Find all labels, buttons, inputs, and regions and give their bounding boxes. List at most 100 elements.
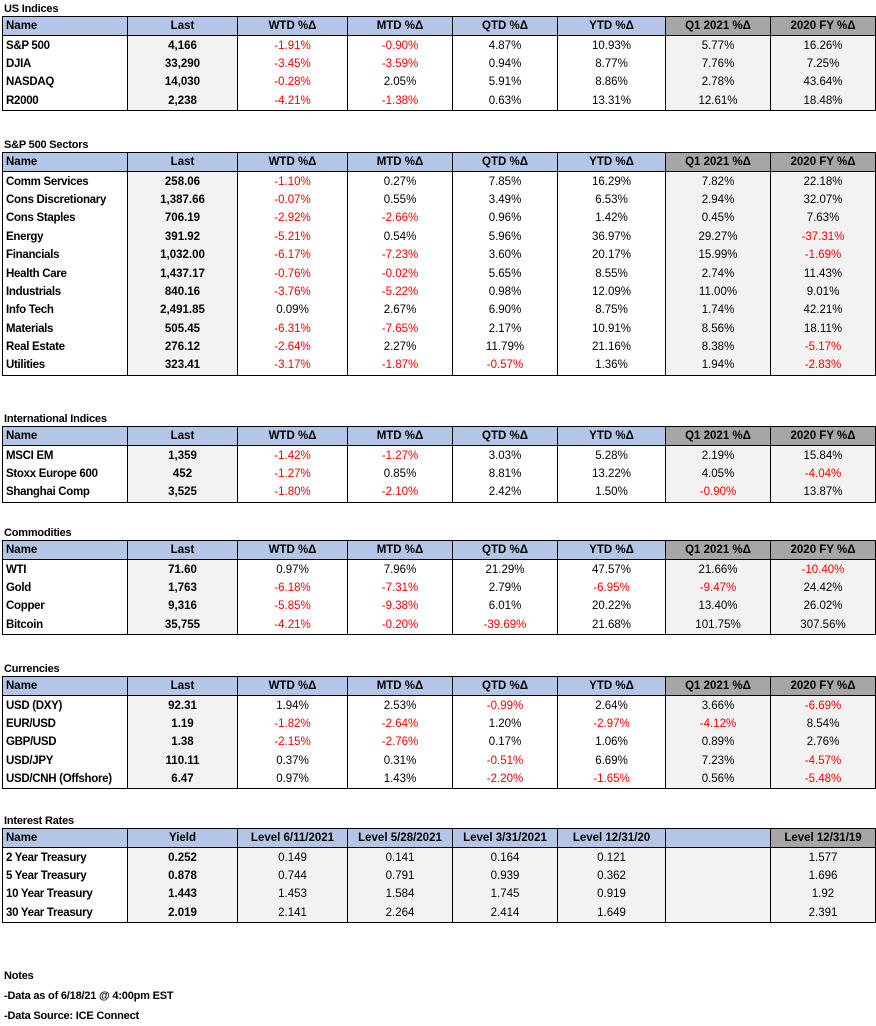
section-s-p-500-sectors: S&P 500 Sectors Name Last WTD %Δ MTD %Δ QTD %… [2,138,876,376]
cell-value: 307.56% [770,615,876,635]
row-name: Comm Services [2,171,128,191]
cell-value: 2.94% [665,190,771,210]
table-row: R2000 2,238 -4.21% -1.38% 0.63% 13.31% 12.61% 1… [2,91,876,111]
table-row: Comm Services 258.06 -1.10% 0.27% 7.85% 16.29… [2,171,876,191]
table-row: Industrials 840.16 -3.76% -5.22% 0.98% 12.09%… [2,282,876,302]
cell-value: 3.03% [452,445,558,465]
cell-value: 21.16% [557,337,666,357]
cell-value: 0.96% [452,209,558,228]
cell-value: 13.31% [557,91,666,111]
cell-value: -0.90% [347,35,453,55]
cell-value: 7.63% [770,209,876,228]
cell-value: -39.69% [452,615,558,635]
cell-value: 2.264 [347,903,453,923]
cell-value: -3.17% [237,356,348,376]
column-header: Q1 2021 %Δ [665,151,771,173]
table-row: Bitcoin 35,755 -4.21% -0.20% -39.69% 21.68% 10… [2,615,876,635]
cell-value: -0.76% [237,264,348,283]
column-header: WTD %Δ [237,15,348,37]
column-header: MTD %Δ [347,151,453,173]
column-header: QTD %Δ [452,15,558,37]
cell-value: -0.20% [347,615,453,635]
cell-value: 1.19 [127,714,238,734]
table-row: Materials 505.45 -6.31% -7.65% 2.17% 10.91% 8.… [2,319,876,338]
section-title: S&P 500 Sectors [4,139,89,151]
column-header: MTD %Δ [347,675,453,697]
cell-value: 0.27% [347,171,453,191]
cell-value: 13.87% [770,483,876,503]
table-row: Cons Staples 706.19 -2.92% -2.66% 0.96% 1.42%… [2,209,876,228]
cell-value: 15.99% [665,245,771,265]
data-table: Name Last WTD %Δ MTD %Δ QTD %Δ YTD %Δ Q1 2021 … [2,539,876,635]
cell-value: 6.69% [557,751,666,770]
cell-value: 323.41 [127,356,238,376]
cell-value: -5.85% [237,597,348,616]
cell-value: 0.121 [557,847,666,867]
row-name: 2 Year Treasury [2,847,128,867]
column-header: 2020 FY %Δ [770,675,876,697]
cell-value: -2.64% [347,714,453,734]
table-row: MSCI EM 1,359 -1.42% -1.27% 3.03% 5.28% 2.19% 1… [2,445,876,465]
cell-value: 8.54% [770,714,876,734]
row-name: Industrials [2,282,128,302]
cell-value: -5.17% [770,337,876,357]
cell-value: 4.87% [452,35,558,55]
cell-value: 0.919 [557,885,666,904]
header-row: Name Last WTD %Δ MTD %Δ QTD %Δ YTD %Δ Q1 2021 … [2,675,876,697]
column-header: Level 12/31/20 [557,827,666,849]
cell-value: 0.98% [452,282,558,302]
column-header: Level 12/31/19 [770,827,876,849]
cell-value: -1.27% [347,445,453,465]
column-header: Name [2,827,128,849]
table-row: EUR/USD 1.19 -1.82% -2.64% 1.20% -2.97% -4.12%… [2,714,876,734]
cell-value: 18.11% [770,319,876,338]
data-table: Name Yield Level 6/11/2021 Level 5/28/2021 L… [2,827,876,923]
column-header: YTD %Δ [557,675,666,697]
table-row: S&P 500 4,166 -1.91% -0.90% 4.87% 10.93% 5.77%… [2,35,876,55]
cell-value [665,866,771,886]
cell-value: 12.09% [557,282,666,302]
cell-value: -1.10% [237,171,348,191]
cell-value: 5.28% [557,445,666,465]
cell-value: 1,763 [127,578,238,598]
cell-value: 7.85% [452,171,558,191]
cell-value: 8.38% [665,337,771,357]
row-name: GBP/USD [2,733,128,752]
table-row: GBP/USD 1.38 -2.15% -2.76% 0.17% 1.06% 0.89% 2.… [2,733,876,752]
cell-value: 1.443 [127,885,238,904]
column-header: YTD %Δ [557,151,666,173]
row-name: 5 Year Treasury [2,866,128,886]
cell-value: 0.09% [237,301,348,320]
cell-value: -1.82% [237,714,348,734]
section-commodities: Commodities Name Last WTD %Δ MTD %Δ QTD %Δ YTD… [2,526,876,635]
row-name: NASDAQ [2,73,128,92]
cell-value: -2.92% [237,209,348,228]
section-title: International Indices [4,413,107,425]
column-header: Level 5/28/2021 [347,827,453,849]
cell-value: 0.45% [665,209,771,228]
cell-value: 6.01% [452,597,558,616]
row-name: Bitcoin [2,615,128,635]
cell-value: 2.74% [665,264,771,283]
cell-value: 8.56% [665,319,771,338]
cell-value: 1.42% [557,209,666,228]
column-header: Level 3/31/2021 [452,827,558,849]
cell-value: -5.48% [770,769,876,790]
cell-value: 3.49% [452,190,558,210]
cell-value: 43.64% [770,73,876,92]
cell-value: 391.92 [127,227,238,246]
cell-value: 2.391 [770,903,876,923]
cell-value: -1.91% [237,35,348,55]
section-title: US Indices [4,3,59,15]
cell-value: 2.27% [347,337,453,357]
cell-value: 2.42% [452,483,558,503]
cell-value: 9.01% [770,282,876,302]
cell-value: -0.51% [452,751,558,770]
cell-value: 10.91% [557,319,666,338]
cell-value: 0.97% [237,769,348,790]
cell-value: 20.22% [557,597,666,616]
cell-value: 1.38 [127,733,238,752]
header-row: Name Last WTD %Δ MTD %Δ QTD %Δ YTD %Δ Q1 2021 … [2,151,876,173]
column-header: 2020 FY %Δ [770,15,876,37]
row-name: Real Estate [2,337,128,357]
